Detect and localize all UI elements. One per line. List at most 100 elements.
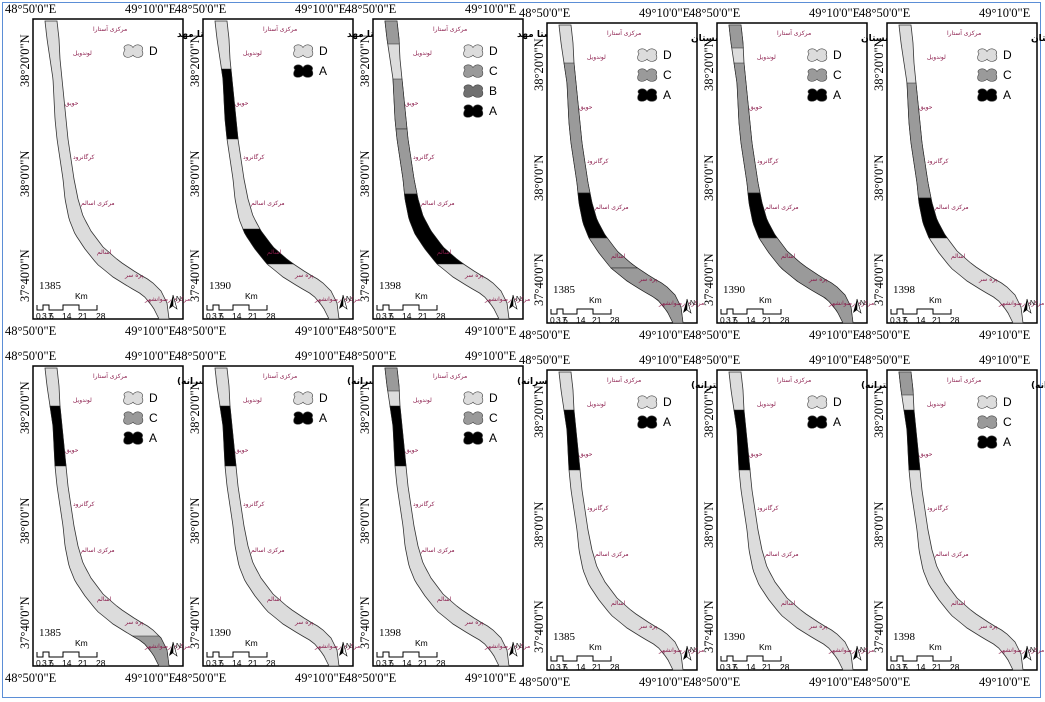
scale-unit: Km	[245, 638, 258, 648]
scale-tick-label: 0	[550, 662, 555, 672]
place-label: پره سر	[124, 619, 144, 626]
latitude-label: 37°40'0"N	[18, 596, 32, 649]
place-label: پره سر	[808, 623, 828, 630]
legend-label: A	[833, 88, 841, 102]
longitude-label: 49°10'0"E	[809, 675, 861, 689]
longitude-label: 48°50'0"E	[519, 353, 571, 367]
legend-label: D	[489, 44, 498, 58]
longitude-label: 48°50'0"E	[175, 324, 227, 338]
north-arrow-icon	[169, 642, 173, 656]
latitude-label: 38°20'0"N	[18, 381, 32, 434]
legend-swatch-C	[463, 64, 484, 78]
place-label: پره سر	[978, 276, 998, 283]
place-label: لوندویل	[73, 50, 92, 57]
county-region-C	[758, 237, 854, 324]
place-label: مرکزی رضوانشهر	[144, 643, 190, 650]
longitude-label: 49°10'0"E	[639, 6, 691, 20]
latitude-label: 38°20'0"N	[532, 385, 546, 438]
scale-tick-label: 0	[376, 311, 381, 321]
latitude-label: 38°20'0"N	[188, 381, 202, 434]
place-label: مرکزی آستارا	[263, 371, 297, 380]
county-region-A	[563, 409, 581, 471]
longitude-label: 48°50'0"E	[519, 675, 571, 689]
place-label: لوندویل	[243, 397, 262, 404]
legend-label: B	[489, 84, 497, 98]
longitude-label: 49°10'0"E	[979, 353, 1031, 367]
county-region-C	[610, 267, 684, 324]
place-label: لوندویل	[73, 397, 92, 404]
place-label: پره سر	[808, 276, 828, 283]
place-label: پره سر	[978, 623, 998, 630]
longitude-label: 48°50'0"E	[859, 353, 911, 367]
longitude-label: 49°10'0"E	[465, 2, 517, 16]
legend-swatch-D	[637, 395, 658, 409]
latitude-label: 37°40'0"N	[358, 596, 372, 649]
place-label: مرکزی اسالم	[765, 204, 799, 211]
latitude-label: 38°20'0"N	[702, 38, 716, 91]
scale-tick-label: 7	[48, 311, 53, 321]
latitude-label: 38°20'0"N	[872, 385, 886, 438]
legend-label: A	[319, 411, 327, 425]
latitude-label: 38°0'0"N	[188, 498, 202, 544]
longitude-label: 48°50'0"E	[345, 349, 397, 363]
scale-tick-label: 14	[576, 315, 586, 325]
scale-bar	[376, 651, 438, 658]
year-label: 1385	[39, 280, 62, 292]
latitude-label: 38°0'0"N	[872, 155, 886, 201]
longitude-label: 49°10'0"E	[979, 6, 1031, 20]
longitude-label: 49°10'0"E	[295, 349, 347, 363]
scale-tick-label: 0	[890, 662, 895, 672]
scale-tick-label: 28	[436, 658, 446, 668]
scale-tick-label: 3.5	[726, 315, 738, 325]
legend-swatch-C	[807, 68, 828, 82]
place-label: لوندویل	[587, 54, 606, 61]
legend-swatch-A	[637, 88, 658, 102]
place-label: لوندویل	[927, 401, 946, 408]
map-panel: 48°50'0"E 49°10'0"E48°50'0"E 49°10'0"E38°2…	[345, 349, 599, 685]
scale-tick-label: 21	[78, 311, 88, 321]
year-label: 1385	[553, 284, 576, 296]
north-label: N	[176, 643, 181, 650]
scale-unit: Km	[245, 291, 258, 301]
place-label: کرگانرود	[73, 153, 95, 161]
place-label: مرکزی آستارا	[433, 371, 467, 380]
legend-swatch-D	[977, 48, 998, 62]
place-label: مرکزی اسالم	[81, 547, 115, 554]
north-label: N	[860, 647, 865, 654]
county-region-C	[384, 367, 400, 392]
place-label: مرکزی اسالم	[421, 200, 455, 207]
map-panel: 48°50'0"E 49°10'0"E48°50'0"E 49°10'0"E38°2…	[5, 2, 224, 338]
scale-tick-label: 28	[780, 315, 790, 325]
place-label: حویق	[919, 104, 933, 111]
scale-tick-label: 28	[96, 311, 106, 321]
latitude-label: 37°40'0"N	[702, 253, 716, 306]
scale-bar	[36, 304, 98, 311]
scale-tick-label: 7	[902, 315, 907, 325]
scale-tick-label: 3.5	[42, 658, 54, 668]
scale-unit: Km	[929, 642, 942, 652]
latitude-label: 38°0'0"N	[532, 502, 546, 548]
place-label: پره سر	[124, 272, 144, 279]
scale-tick-label: 21	[762, 315, 772, 325]
place-label: اسالم	[97, 249, 112, 256]
north-arrow-icon	[1026, 298, 1032, 314]
place-label: حویق	[235, 447, 249, 454]
north-label: N	[516, 296, 521, 303]
north-label: N	[346, 296, 351, 303]
latitude-label: 38°20'0"N	[532, 38, 546, 91]
scale-tick-label: 28	[436, 311, 446, 321]
scale-tick-label: 28	[96, 658, 106, 668]
legend-label: A	[833, 415, 841, 429]
latitude-label: 37°40'0"N	[358, 249, 372, 302]
scale-unit: Km	[589, 642, 602, 652]
place-label: پره سر	[638, 623, 658, 630]
legend-swatch-B	[463, 84, 484, 98]
place-label: کرگانرود	[413, 153, 435, 161]
legend-label: D	[489, 391, 498, 405]
latitude-label: 38°20'0"N	[872, 38, 886, 91]
scale-tick-label: 3.5	[556, 662, 568, 672]
place-label: مرکزی رضوانشهر	[314, 296, 360, 303]
longitude-label: 49°10'0"E	[465, 671, 517, 685]
legend-swatch-A	[293, 64, 314, 78]
scale-bar	[206, 651, 268, 658]
